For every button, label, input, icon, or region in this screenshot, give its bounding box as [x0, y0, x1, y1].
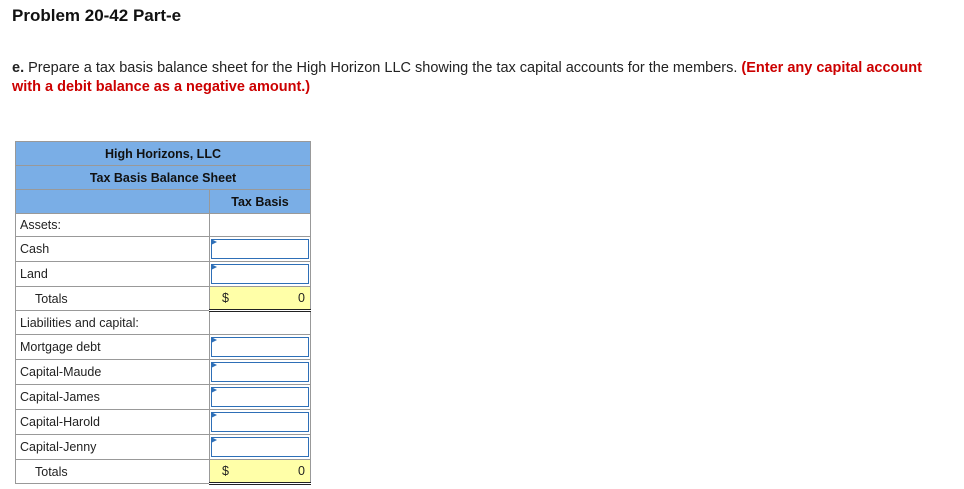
column-header-tax-basis: Tax Basis [209, 189, 311, 214]
total-cell: $0 [209, 286, 311, 312]
row-label: Liabilities and capital: [15, 310, 210, 335]
amount-input[interactable] [211, 264, 309, 284]
amount-input[interactable] [211, 437, 309, 457]
empty-cell [209, 213, 311, 237]
row-label: Capital-James [15, 384, 210, 410]
row-label: Capital-Jenny [15, 434, 210, 460]
table-row: Totals $0 [15, 459, 311, 485]
page-title: Problem 20-42 Part-e [12, 6, 182, 25]
table-row: Capital-Harold [15, 409, 311, 435]
table-row: Capital-James [15, 384, 311, 410]
instruction-emphasis: (Enter any capital account with a debit … [12, 60, 922, 95]
currency-symbol: $ [222, 464, 229, 478]
header-blank [15, 189, 210, 214]
company-name: High Horizons, LLC [15, 141, 311, 166]
table-row: Liabilities and capital: [15, 310, 311, 335]
table-row: Mortgage debt [15, 334, 311, 360]
row-label: Mortgage debt [15, 334, 210, 360]
value-cell [209, 359, 311, 385]
value-cell [209, 434, 311, 460]
total-value: 0 [298, 464, 305, 478]
currency-symbol: $ [222, 291, 229, 305]
total-cell: $0 [209, 459, 311, 485]
amount-input[interactable] [211, 337, 309, 357]
value-cell [209, 261, 311, 287]
row-label: Capital-Maude [15, 359, 210, 385]
table-row: Assets: [15, 213, 311, 237]
table-row: Totals $0 [15, 286, 311, 312]
statement-title: Tax Basis Balance Sheet [15, 165, 311, 190]
value-cell [209, 236, 311, 262]
table-row: Land [15, 261, 311, 287]
table-row: Capital-Jenny [15, 434, 311, 460]
row-label: Totals [15, 286, 210, 311]
table-row: Capital-Maude [15, 359, 311, 385]
instruction-text: Prepare a tax basis balance sheet for th… [24, 60, 742, 76]
amount-input[interactable] [211, 239, 309, 259]
value-cell [209, 384, 311, 410]
table-row: Cash [15, 236, 311, 262]
amount-input[interactable] [211, 387, 309, 407]
value-cell [209, 334, 311, 360]
instructions: e. Prepare a tax basis balance sheet for… [12, 59, 952, 97]
amount-input[interactable] [211, 412, 309, 432]
row-label: Capital-Harold [15, 409, 210, 435]
balance-sheet-table: High Horizons, LLC Tax Basis Balance She… [15, 141, 311, 485]
row-label: Land [15, 261, 210, 287]
row-label: Totals [15, 459, 210, 484]
amount-input[interactable] [211, 362, 309, 382]
value-cell [209, 409, 311, 435]
row-label: Assets: [15, 213, 210, 237]
part-letter: e. [12, 60, 25, 76]
row-label: Cash [15, 236, 210, 262]
empty-cell [209, 310, 311, 335]
total-value: 0 [298, 291, 305, 305]
